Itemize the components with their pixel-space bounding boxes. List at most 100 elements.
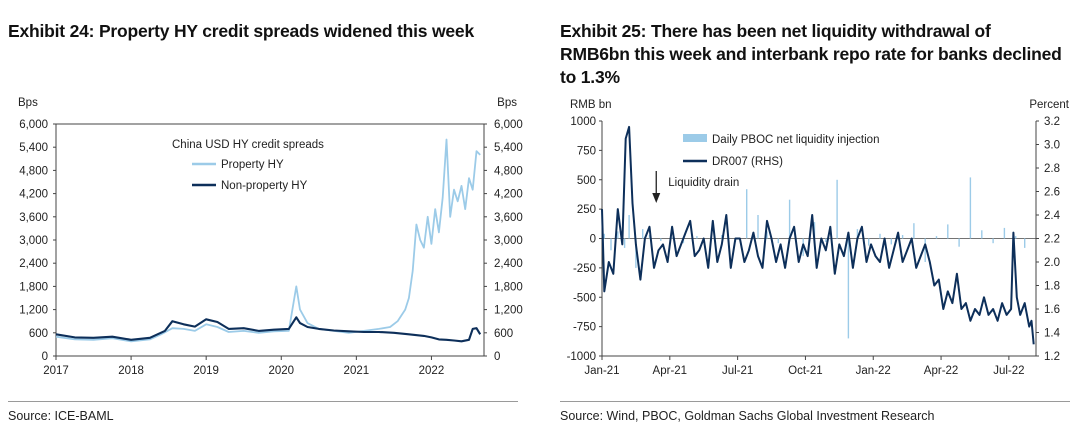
liquidity-bar [836,179,838,239]
legend-title: China USD HY credit spreads [172,139,324,151]
y-tick-label-right: 1.6 [1044,304,1060,316]
y-axis-label-left: RMB bn [570,99,612,111]
legend-label-liquidity-bars: Daily PBOC net liquidity injection [712,134,879,146]
liquidity-bar [603,233,605,239]
y-tick-label-left: 6,000 [19,119,48,131]
y-tick-label-left: 2,400 [19,258,48,270]
liquidity-bar [825,238,827,242]
y-tick-label-right: 4,200 [494,189,523,201]
liquidity-bar [628,215,630,239]
liquidity-bar [856,229,859,239]
exhibit-25-source-rule [560,401,1070,402]
liquidity-bar [901,235,904,239]
y-tick-label-right: 3.0 [1044,140,1060,152]
y-tick-label-right: 2.8 [1044,163,1060,175]
y-tick-label-left: 500 [577,175,596,187]
liquidity-bar [696,236,698,239]
liquidity-bar [847,238,850,339]
y-axis-label-right: Bps [497,97,517,109]
liquidity-bar [766,231,768,239]
y-tick-label-left: 1,200 [19,305,48,317]
liquidity-bar [958,238,960,247]
y-tick-label-right: 600 [494,328,513,340]
y-tick-label-right: 5,400 [494,142,523,154]
x-tick-label: Oct-21 [788,365,823,377]
liquidity-bar [879,233,881,239]
y-tick-label-left: 0 [590,234,596,246]
liquidity-bar [969,177,972,239]
x-tick-label: Jul-21 [722,365,753,377]
y-axis-label-right: Percent [1029,99,1069,111]
x-tick-label: 2022 [419,365,445,377]
y-tick-label-right: 2.0 [1044,257,1060,269]
liquidity-bar [671,237,673,239]
liquidity-bar [788,199,791,239]
y-tick-label-left: 250 [577,204,596,216]
y-tick-label-left: 1000 [570,116,596,128]
y-tick-label-right: 2.2 [1044,234,1060,246]
liquidity-bar [721,235,723,239]
y-tick-label-right: 3.2 [1044,116,1060,128]
liquidity-bar [924,238,926,262]
y-tick-label-left: -250 [573,263,596,275]
liquidity-bar [947,224,949,239]
exhibit-24-panel: Exhibit 24: Property HY credit spreads w… [0,0,530,439]
exhibit-25-chart: RMB bn Percent -1000 -750 -500 -250 0 250 500 750… [567,99,1070,377]
y-tick-label-right: 1,800 [494,281,523,293]
liquidity-bar [868,238,870,246]
liquidity-bar [617,231,619,239]
y-tick-label-right: 3,000 [494,235,523,247]
x-tick-label: Jul-22 [993,365,1024,377]
exhibit-25-panel: Exhibit 25: There has been net liquidity… [552,0,1082,439]
liquidity-bar [992,238,994,244]
y-tick-label-left: 0 [42,351,48,363]
y-tick-label-left: -500 [573,292,596,304]
liquidity-drain-annotation: Liquidity drain [668,177,739,189]
y-tick-label-left: 3,000 [19,235,48,247]
y-tick-label-left: -1000 [567,351,596,363]
liquidity-drain-arrowhead [652,193,661,203]
liquidity-bar [1003,227,1006,239]
x-tick-label: 2021 [344,365,370,377]
liquidity-bar [1015,236,1017,239]
exhibit-25-title: Exhibit 25: There has been net liquidity… [560,21,1062,87]
exhibit-24-chart: Bps Bps 0 0 600 600 1,200 1,200 1,800 1,800 2,400 2… [18,97,523,377]
y-tick-label-right: 6,000 [494,119,523,131]
x-tick-label: 2019 [193,365,219,377]
y-tick-label-right: 1.2 [1044,351,1060,363]
legend-label-property-hy: Property HY [221,159,284,171]
liquidity-bar [913,223,915,239]
liquidity-bar [890,238,892,245]
y-tick-label-right: 2.6 [1044,187,1060,199]
x-tick-label: 2017 [43,365,69,377]
y-tick-label-right: 1.4 [1044,328,1061,340]
series-line-property-hy [55,138,481,343]
liquidity-bar [746,189,748,239]
y-tick-label-left: 600 [29,328,48,340]
liquidity-bar [635,238,637,268]
y-tick-label-left: 4,800 [19,165,48,177]
y-tick-label-right: 1.8 [1044,281,1060,293]
series-line-dr007 [601,125,1035,345]
y-tick-label-left: 3,600 [19,212,48,224]
legend-swatch-liquidity-bars [683,134,707,142]
x-tick-label: Jan-21 [584,365,619,377]
liquidity-bar [757,215,759,239]
y-tick-label-right: 2.4 [1044,210,1061,222]
exhibit-24-source-rule [8,401,518,402]
series-line-non-property-hy [55,316,482,343]
x-tick-label: Apr-21 [653,365,688,377]
exhibit-24-title: Exhibit 24: Property HY credit spreads w… [8,21,474,41]
liquidity-bar [642,229,644,239]
y-tick-label-left: -750 [573,322,596,334]
liquidity-bar [623,238,626,248]
liquidity-bar [1024,238,1026,248]
y-tick-label-left: 1,800 [19,281,48,293]
y-tick-label-left: 750 [577,145,596,157]
legend-label-dr007: DR007 (RHS) [712,156,783,168]
y-axis-label-left: Bps [18,97,38,109]
x-tick-label: 2020 [268,365,294,377]
x-tick-label: Jan-22 [856,365,891,377]
liquidity-bar [648,235,651,239]
y-tick-label-right: 0 [494,351,500,363]
